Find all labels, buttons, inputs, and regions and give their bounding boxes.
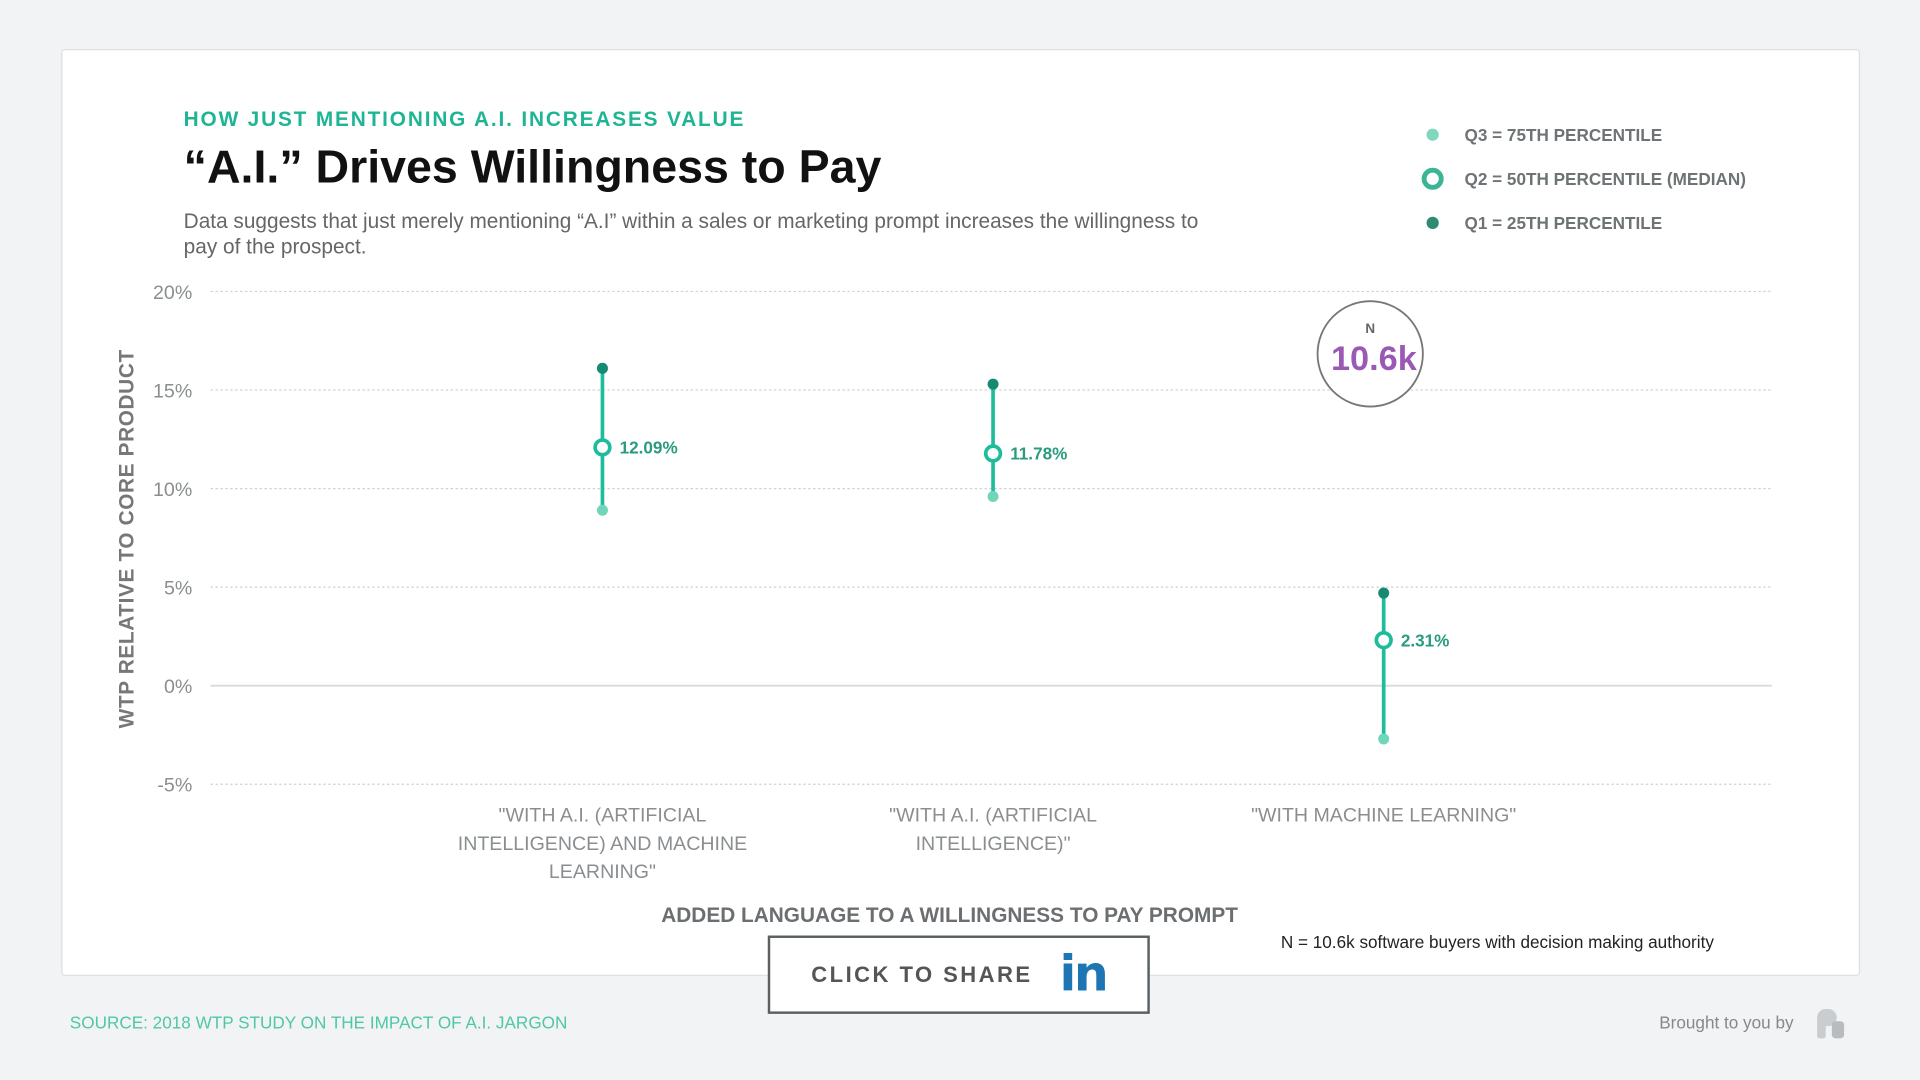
y-tick-label: 0% xyxy=(164,676,192,698)
top-point xyxy=(987,378,999,390)
y-tick-label: 15% xyxy=(153,380,192,402)
x-tick-label: "WITH A.I. (ARTIFICIAL xyxy=(889,805,1097,827)
median-label: 12.09% xyxy=(620,437,678,457)
ring-icon xyxy=(1420,167,1444,191)
y-tick-label: 5% xyxy=(164,577,192,599)
bottom-point xyxy=(987,490,999,502)
top-point xyxy=(1378,587,1390,599)
y-tick-label: -5% xyxy=(157,775,192,797)
legend-label: Q3 = 75TH PERCENTILE xyxy=(1464,124,1663,145)
x-tick-label: "WITH A.I. (ARTIFICIAL xyxy=(499,805,707,827)
bottom-point xyxy=(596,504,608,516)
x-axis-title: ADDED LANGUAGE TO A WILLINGNESS TO PAY P… xyxy=(661,903,1238,927)
x-tick-label: INTELLIGENCE) AND MACHINE xyxy=(458,833,747,855)
dark-dot-icon xyxy=(1420,216,1444,231)
linkedin-icon: in xyxy=(1059,946,1108,1003)
n-badge xyxy=(1316,300,1424,408)
x-tick-label: "WITH MACHINE LEARNING" xyxy=(1251,805,1516,827)
median-label: 11.78% xyxy=(1010,444,1067,464)
legend-item-q1: Q1 = 25TH PERCENTILE xyxy=(1420,201,1746,245)
brought-to-you-by: Brought to you by xyxy=(1659,1012,1794,1033)
top-point xyxy=(596,362,608,374)
x-tick-label: LEARNING" xyxy=(549,861,656,883)
median-point xyxy=(1374,630,1393,650)
legend-item-q2: Q2 = 50TH PERCENTILE (MEDIAN) xyxy=(1420,157,1746,201)
chart-card xyxy=(61,48,1861,976)
median-point xyxy=(983,444,1003,463)
kicker: HOW JUST MENTIONING A.I. INCREASES VALUE xyxy=(183,107,746,132)
y-tick-label: 20% xyxy=(153,282,192,304)
light-dot-icon xyxy=(1420,127,1444,142)
source-note: SOURCE: 2018 WTP STUDY ON THE IMPACT OF … xyxy=(69,1012,568,1033)
sample-note: N = 10.6k software buyers with decision … xyxy=(1280,931,1714,952)
legend: Q3 = 75TH PERCENTILE Q2 = 50TH PERCENTIL… xyxy=(1420,113,1746,245)
share-label: CLICK TO SHARE xyxy=(811,961,1033,987)
n-badge-label: N xyxy=(1365,321,1375,336)
subtitle: Data suggests that just merely mentionin… xyxy=(183,209,1199,259)
legend-label: Q2 = 50TH PERCENTILE (MEDIAN) xyxy=(1464,168,1746,189)
median-point xyxy=(593,438,612,457)
page-title: “A.I.” Drives Willingness to Pay xyxy=(183,142,882,194)
n-badge-value: 10.6k xyxy=(1331,340,1418,378)
legend-item-q3: Q3 = 75TH PERCENTILE xyxy=(1420,113,1746,157)
y-tick-label: 10% xyxy=(153,479,192,501)
brand-logo-icon xyxy=(1817,1008,1845,1039)
linkedin-share-button[interactable]: CLICK TO SHARE in xyxy=(767,935,1150,1014)
legend-label: Q1 = 25TH PERCENTILE xyxy=(1464,213,1663,233)
median-label: 2.31% xyxy=(1401,630,1450,650)
bottom-point xyxy=(1378,733,1390,745)
x-tick-label: INTELLIGENCE)" xyxy=(916,833,1071,855)
